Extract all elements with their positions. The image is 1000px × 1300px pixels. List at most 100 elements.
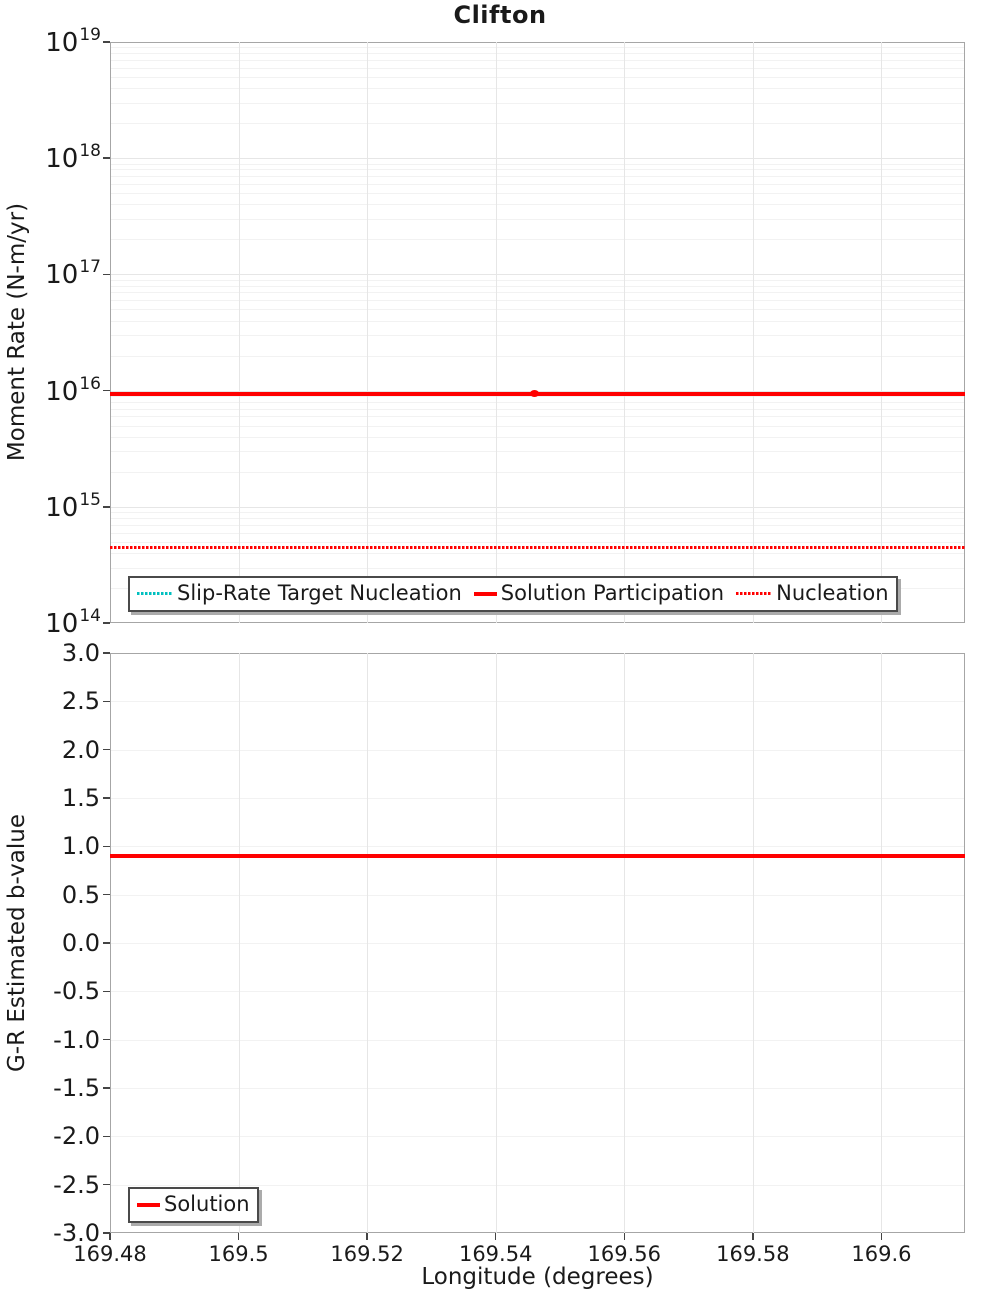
- tick-mark-y: [103, 389, 110, 392]
- tick-mark-y: [103, 700, 110, 703]
- y-tick-label: 1018: [45, 141, 101, 175]
- gridline-vertical: [881, 653, 883, 1233]
- tick-mark-y: [103, 990, 110, 993]
- gridline-major: [111, 749, 964, 751]
- tick-mark-y: [103, 845, 110, 848]
- tick-mark-x: [237, 1233, 240, 1240]
- gridline-minor: [111, 436, 964, 438]
- gridline-minor: [111, 183, 964, 185]
- gridline-vertical: [495, 42, 497, 623]
- x-axis-title: Longitude (degrees): [421, 1264, 654, 1290]
- x-tick-label: 169.5: [208, 1242, 269, 1266]
- y-tick-label: 1014: [45, 606, 101, 639]
- x-tick-label: 169.56: [587, 1242, 662, 1266]
- tick-mark-y: [103, 273, 110, 276]
- y-tick-label: 1019: [45, 25, 101, 58]
- gridline-vertical: [881, 42, 883, 623]
- y-tick-label: 1015: [45, 489, 101, 523]
- y-tick-label: 2.5: [61, 687, 100, 716]
- gridline-vertical: [367, 42, 369, 623]
- gridline-major: [111, 894, 964, 896]
- legend-item-label: Solution: [164, 1192, 250, 1217]
- y-tick-label: -2.5: [53, 1170, 100, 1199]
- gridline-minor: [111, 176, 964, 178]
- tick-mark-x: [109, 1233, 111, 1240]
- gridline-vertical: [624, 42, 626, 623]
- legend-line-sample-solid: [473, 591, 497, 597]
- plot-area-moment: [110, 42, 965, 623]
- gridline-minor: [111, 59, 964, 61]
- tick-mark-y: [103, 797, 110, 799]
- gridline-minor: [111, 401, 964, 403]
- gridline-major: [111, 1088, 964, 1089]
- legend: Slip-Rate Target Nucleation Solution Part…: [128, 576, 898, 612]
- y-tick-label: 1016: [45, 373, 101, 407]
- gridline-minor: [111, 88, 964, 90]
- tick-mark-y: [103, 652, 110, 654]
- legend-item-label: Nucleation: [776, 581, 889, 606]
- y-tick-label: 2.0: [61, 735, 100, 764]
- legend-item: Nucleation: [736, 580, 889, 607]
- y-tick-label: 0.0: [61, 929, 100, 957]
- gridline-minor: [111, 163, 964, 165]
- gridline-minor: [111, 524, 964, 526]
- tick-mark-x: [752, 1233, 754, 1240]
- gridline-minor: [111, 123, 964, 125]
- x-tick-label: 169.6: [851, 1242, 912, 1266]
- gridline-minor: [111, 532, 964, 534]
- y-tick-label: 0.5: [61, 880, 100, 909]
- gridline-minor: [111, 451, 964, 453]
- gridline-minor: [111, 285, 964, 287]
- gridline-minor: [111, 204, 964, 206]
- tick-mark-x: [366, 1233, 368, 1240]
- gridline-minor: [111, 300, 964, 302]
- gridline-major: [111, 158, 964, 160]
- x-tick-label: 169.52: [330, 1242, 404, 1266]
- series-line-solution: [110, 853, 965, 859]
- gridline-vertical: [752, 653, 754, 1233]
- gridline-vertical: [238, 42, 240, 623]
- tick-mark-y: [103, 942, 110, 944]
- gridline-minor: [111, 218, 964, 220]
- tick-mark-y: [103, 748, 110, 751]
- tick-mark-x: [623, 1233, 626, 1240]
- legend-line-sample-dotted: [137, 592, 173, 596]
- y-tick-label: -0.5: [53, 977, 100, 1006]
- gridline-major: [111, 943, 964, 944]
- gridline-major: [111, 701, 964, 703]
- gridline-minor: [111, 553, 964, 555]
- gridline-vertical: [752, 42, 754, 623]
- gridline-minor: [111, 471, 964, 473]
- y-tick-label: -2.0: [53, 1122, 100, 1151]
- gridline-minor: [111, 541, 964, 543]
- series-line-nucleation: [110, 545, 965, 549]
- gridline-minor: [111, 355, 964, 357]
- legend-line-sample-dotted: [736, 592, 773, 596]
- y-axis-title-b-value: G-R Estimated b-value: [4, 813, 30, 1073]
- tick-mark-y: [103, 1183, 110, 1186]
- gridline-major: [111, 991, 964, 993]
- tick-mark-x: [494, 1233, 497, 1240]
- x-tick-label: 169.58: [716, 1242, 790, 1266]
- tick-mark-y: [103, 622, 110, 624]
- tick-mark-y: [103, 506, 110, 508]
- gridline-minor: [111, 169, 964, 171]
- x-tick-label: 169.54: [458, 1242, 533, 1266]
- gridline-minor: [111, 279, 964, 281]
- gridline-minor: [111, 239, 964, 241]
- gridline-minor: [111, 567, 964, 569]
- gridline-minor: [111, 309, 964, 311]
- gridline-minor: [111, 292, 964, 294]
- tick-mark-y: [103, 893, 110, 896]
- gridline-major: [111, 506, 964, 508]
- legend-line-sample-solid: [137, 1202, 160, 1208]
- x-tick-label: 169.48: [73, 1242, 147, 1266]
- gridline-minor: [111, 518, 964, 520]
- y-tick-label: 1017: [45, 257, 101, 291]
- gridline-major: [111, 1039, 964, 1041]
- gridline-minor: [111, 76, 964, 78]
- gridline-vertical: [238, 653, 240, 1233]
- y-tick-label: -1.5: [53, 1074, 100, 1102]
- y-tick-label: -1.0: [53, 1025, 100, 1054]
